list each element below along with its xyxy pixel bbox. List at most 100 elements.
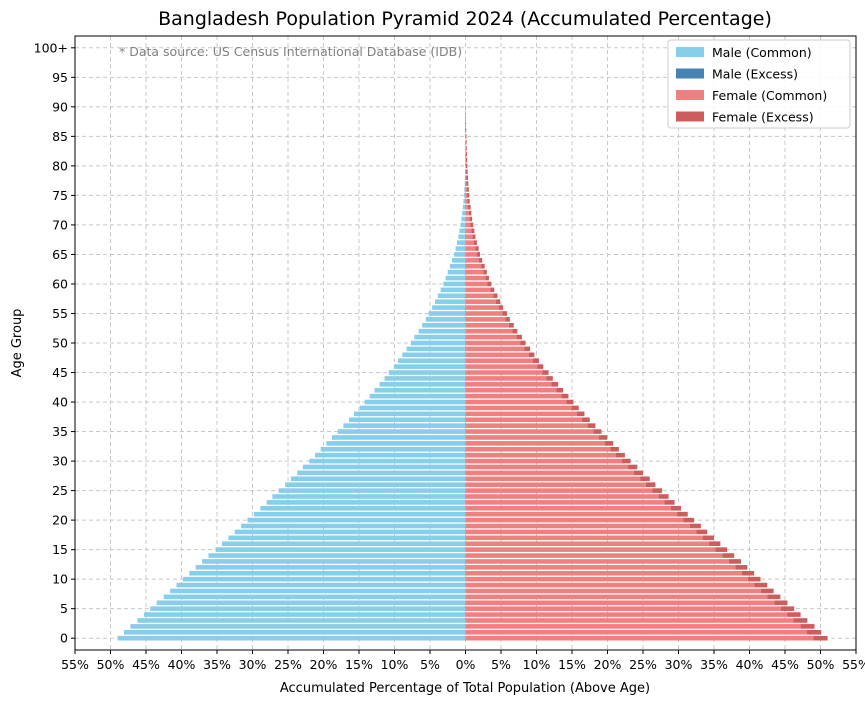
legend-swatch-1 [676,69,704,79]
legend-label-3: Female (Excess) [712,110,814,125]
y-tick-label-17: 85 [52,129,68,144]
bar-female-excess-age-87 [466,122,467,127]
bar-female-excess-age-22 [671,506,681,511]
bar-female-excess-age-0 [813,636,827,641]
y-tick-label-7: 35 [52,424,68,439]
bar-female-excess-age-11 [742,571,754,576]
bar-female-excess-age-13 [729,559,741,564]
bar-male-common-age-17 [228,536,465,541]
bar-male-common-age-2 [130,624,465,629]
x-axis-ticks: 55%50%45%40%35%30%25%20%15%10%5%0%5%10%1… [61,650,865,672]
bar-female-common-age-2 [466,624,801,629]
y-tick-label-8: 40 [52,395,68,410]
bar-female-common-age-78 [466,175,467,180]
bar-female-common-age-27 [466,476,641,481]
bar-female-excess-age-44 [546,376,552,381]
bar-male-common-age-23 [267,500,466,505]
bar-female-common-age-73 [466,205,469,210]
annotation-source: * Data source: US Census International D… [119,44,462,59]
bar-female-excess-age-4 [787,612,800,617]
bar-female-excess-age-54 [505,317,510,322]
x-tick-label-1: 50% [97,657,125,672]
bar-female-common-age-29 [466,465,629,470]
bar-male-common-age-34 [332,435,465,440]
bar-female-common-age-47 [466,358,533,363]
x-tick-label-21: 50% [807,657,835,672]
bar-female-excess-age-41 [561,394,568,399]
bar-female-excess-age-15 [715,547,727,552]
legend-label-0: Male (Common) [712,45,812,60]
bar-female-excess-age-78 [466,175,468,180]
bar-female-excess-age-38 [577,412,584,417]
bar-female-excess-age-67 [474,240,477,245]
bar-female-common-age-36 [466,423,588,428]
bar-female-common-age-40 [466,400,567,405]
bar-female-excess-age-8 [761,589,774,594]
bar-male-common-age-57 [435,299,466,304]
bar-male-common-age-46 [394,364,466,369]
bar-female-common-age-63 [466,264,482,269]
bar-male-common-age-4 [144,612,466,617]
bar-female-excess-age-28 [634,471,643,476]
x-tick-label-22: 55% [842,657,865,672]
bar-female-excess-age-58 [493,293,497,298]
bar-female-common-age-28 [466,471,634,476]
bar-male-common-age-5 [150,606,465,611]
bar-male-common-age-26 [285,482,465,487]
bar-female-common-age-53 [466,323,509,328]
bar-female-common-age-16 [466,541,710,546]
bar-female-common-age-46 [466,364,538,369]
bar-female-common-age-56 [466,305,499,310]
bar-female-excess-age-48 [529,353,535,358]
bar-male-common-age-35 [338,429,466,434]
bar-male-common-age-38 [354,412,465,417]
bar-female-excess-age-25 [652,488,662,493]
bar-male-common-age-75 [464,193,466,198]
bar-female-excess-age-18 [696,530,707,535]
bar-male-common-age-36 [343,423,465,428]
bar-female-excess-age-46 [537,364,543,369]
x-tick-label-5: 30% [239,657,267,672]
bar-male-common-age-39 [360,406,466,411]
bar-female-excess-age-21 [677,512,688,517]
y-tick-label-3: 15 [52,542,68,557]
bar-male-common-age-10 [183,577,466,582]
bar-male-common-age-31 [315,453,466,458]
bar-female-excess-age-62 [483,270,487,275]
bar-female-common-age-32 [466,447,611,452]
y-tick-label-12: 60 [52,276,68,291]
bar-male-common-age-55 [429,311,466,316]
bar-male-common-age-12 [196,565,466,570]
bar-female-excess-age-69 [472,229,475,234]
bar-female-common-age-70 [466,223,471,228]
legend: Male (Common)Male (Excess)Female (Common… [668,40,850,128]
bar-female-common-age-41 [466,394,562,399]
x-tick-label-3: 40% [168,657,196,672]
bar-male-common-age-61 [446,276,466,281]
bar-male-common-age-73 [463,205,466,210]
bar-male-common-age-44 [385,376,466,381]
bar-female-excess-age-43 [551,382,558,387]
x-tick-label-8: 15% [345,657,373,672]
bar-male-common-age-8 [170,589,465,594]
bar-male-common-age-69 [459,229,465,234]
bar-male-common-age-50 [411,341,466,346]
bar-female-common-age-65 [466,252,477,257]
bar-male-common-age-3 [137,618,465,623]
legend-label-2: Female (Common) [712,88,827,103]
bar-female-excess-age-31 [616,453,625,458]
y-tick-label-0: 0 [60,631,68,646]
bar-male-common-age-41 [370,394,466,399]
bar-male-common-age-30 [309,459,465,464]
y-tick-label-6: 30 [52,454,68,469]
bar-male-common-age-49 [407,347,466,352]
bar-male-common-age-64 [452,258,465,263]
bar-female-excess-age-83 [466,146,467,151]
bar-female-common-age-49 [466,347,525,352]
bar-female-common-age-59 [466,288,491,293]
bar-male-common-age-78 [465,175,466,180]
bar-female-excess-age-24 [659,494,669,499]
legend-swatch-3 [676,112,704,122]
bar-female-common-age-21 [466,512,678,517]
bar-female-excess-age-53 [509,323,514,328]
